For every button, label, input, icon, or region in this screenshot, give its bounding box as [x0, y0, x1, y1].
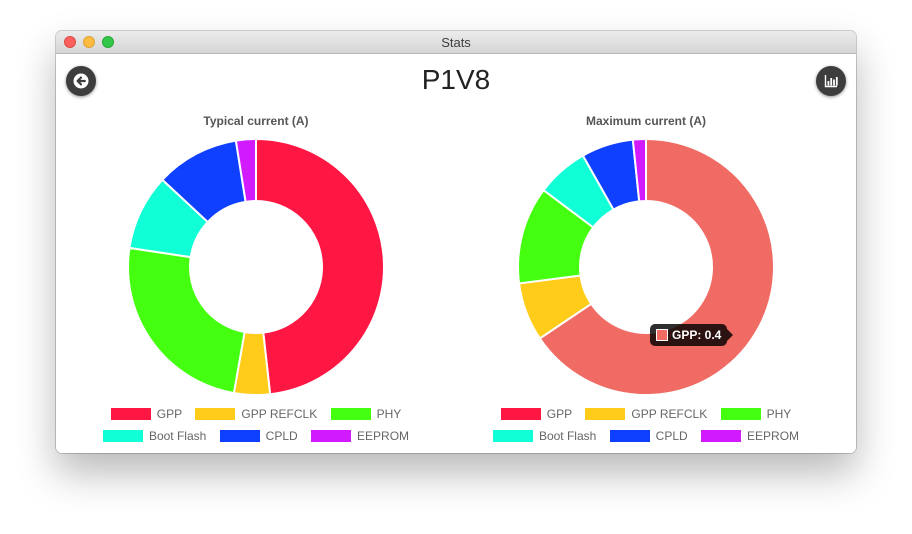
legend-swatch: [110, 408, 151, 421]
chart-title-typical: Typical current (A): [203, 114, 309, 128]
back-button[interactable]: [66, 66, 96, 96]
chart-tooltip: GPP: 0.4: [650, 324, 734, 346]
page-title: P1V8: [421, 64, 491, 95]
donut-slice-gpp[interactable]: [255, 137, 385, 396]
legend-item-gpp-refclk[interactable]: GPP REFCLK: [585, 406, 707, 421]
legend-item-eeprom[interactable]: EEPROM: [311, 428, 409, 443]
legend-item-gpp[interactable]: GPP: [110, 406, 182, 421]
legend-swatch: [492, 430, 533, 443]
donut-slice-eeprom[interactable]: [234, 137, 257, 203]
legend-swatch: [330, 408, 371, 421]
stats-button[interactable]: [816, 66, 846, 96]
close-window-button[interactable]: [64, 36, 76, 48]
tooltip-swatch: [656, 329, 668, 341]
legend-item-eeprom[interactable]: EEPROM: [701, 428, 799, 443]
typical-current-donut[interactable]: [126, 137, 386, 397]
legend-item-boot-flash[interactable]: Boot Flash: [102, 428, 206, 443]
chart-title-maximum: Maximum current (A): [585, 114, 707, 128]
legend-swatch: [102, 430, 143, 443]
legend-item-phy[interactable]: PHY: [330, 406, 401, 421]
donut-slice-phy[interactable]: [127, 246, 246, 395]
window-title: Stats: [441, 35, 471, 50]
title-bar: Stats: [56, 31, 856, 54]
legend-swatch: [219, 430, 260, 443]
legend-swatch: [609, 430, 650, 443]
stats-window: Stats P1V8 Typical current (A) GPP: [56, 31, 856, 453]
bar-chart-icon: [824, 75, 838, 88]
legend-swatch: [500, 408, 541, 421]
donut-slice-eeprom[interactable]: [631, 137, 647, 203]
legend-item-gpp-refclk[interactable]: GPP REFCLK: [195, 406, 317, 421]
minimize-window-button[interactable]: [83, 36, 95, 48]
legend-swatch: [311, 430, 352, 443]
legend-swatch: [585, 408, 626, 421]
legend-item-gpp[interactable]: GPP: [500, 406, 572, 421]
legend-item-cpld[interactable]: CPLD: [609, 428, 688, 443]
legend-item-phy[interactable]: PHY: [720, 406, 791, 421]
legend-swatch: [195, 408, 236, 421]
legend-swatch: [701, 430, 742, 443]
legend-item-cpld[interactable]: CPLD: [219, 428, 298, 443]
legend-item-boot-flash[interactable]: Boot Flash: [492, 428, 596, 443]
tooltip-label: GPP: 0.4: [672, 328, 722, 342]
stats-content: P1V8 Typical current (A) GPP GPP REFCLK …: [56, 54, 856, 453]
arrow-left-icon: [73, 73, 89, 89]
legend-swatch: [720, 408, 761, 421]
maximum-current-donut[interactable]: [516, 137, 776, 397]
maximize-window-button[interactable]: [102, 36, 114, 48]
